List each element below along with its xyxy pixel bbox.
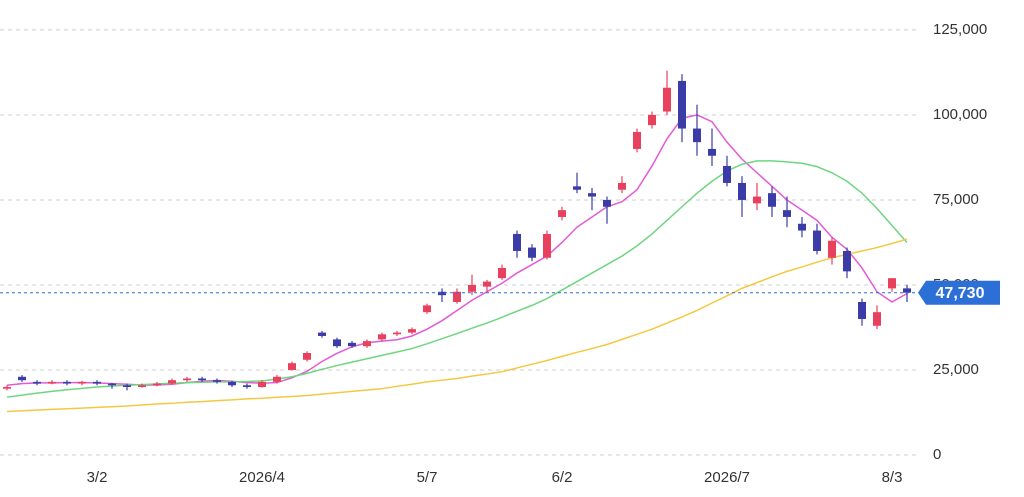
candle-body [543, 233, 551, 258]
candle-body [18, 376, 26, 381]
x-tick-label: 5/7 [417, 469, 438, 486]
candle-body [243, 385, 251, 387]
candle-body [798, 223, 806, 231]
candle-body [573, 186, 581, 190]
candle-body [273, 376, 281, 382]
candle-body [378, 334, 386, 340]
x-tick-label: 3/2 [87, 469, 108, 486]
candle-body [618, 182, 626, 190]
last-price-tag [918, 280, 1000, 305]
candle-body [303, 352, 311, 360]
candle-body [888, 278, 896, 289]
candle-body [858, 301, 866, 319]
y-tick-label: 125,000 [933, 21, 987, 38]
candle-body [408, 329, 416, 333]
candle-body [708, 148, 716, 156]
candle-body [228, 381, 236, 386]
candle-body [318, 332, 326, 336]
candle-body [213, 380, 221, 382]
candle-body [198, 378, 206, 381]
candle-body [768, 193, 776, 207]
candle-body [168, 380, 176, 384]
candle-body [588, 193, 596, 197]
candle-body [363, 341, 371, 347]
candle-body [153, 383, 161, 386]
moving-average-line [6, 114, 908, 387]
last-price-label: 47,730 [936, 285, 985, 302]
candle-body [663, 87, 671, 112]
x-tick-label: 2026/4 [239, 469, 285, 486]
candle-body [828, 240, 836, 258]
x-tick-label: 2026/7 [704, 469, 750, 486]
y-tick-label: 75,000 [933, 191, 979, 208]
candle-body [3, 386, 11, 389]
candle-body [258, 381, 266, 387]
candle-body [453, 291, 461, 302]
candle-body [288, 363, 296, 370]
candle-body [723, 165, 731, 183]
candle-body [678, 80, 686, 129]
candle-body [468, 284, 476, 292]
candle-body [693, 128, 701, 143]
candle-body [33, 381, 41, 384]
candle-body [393, 332, 401, 335]
candle-body [498, 267, 506, 279]
candle-body [528, 247, 536, 258]
candle-body [63, 381, 71, 384]
candle-body [633, 131, 641, 149]
candle-body [873, 312, 881, 326]
candle-body [93, 381, 101, 384]
candle-body [753, 196, 761, 204]
x-tick-label: 8/3 [882, 469, 903, 486]
candle-body [48, 381, 56, 384]
y-tick-label: 100,000 [933, 106, 987, 123]
candle-body [483, 281, 491, 287]
y-tick-label: 0 [933, 446, 941, 463]
moving-average-line [6, 238, 908, 413]
candle-body [843, 250, 851, 272]
candle-body [333, 339, 341, 347]
x-tick-label: 6/2 [552, 469, 573, 486]
candle-body [423, 305, 431, 313]
candle-body [138, 385, 146, 387]
candle-body [783, 210, 791, 217]
candle-body [648, 114, 656, 126]
y-tick-label: 25,000 [933, 361, 979, 378]
candle-body [123, 385, 131, 387]
candle-body [903, 288, 911, 293]
candle-body [78, 381, 86, 384]
candle-body [603, 199, 611, 207]
candle-body [558, 210, 566, 217]
candle-body [513, 233, 521, 251]
candle-body [183, 378, 191, 381]
candle-body [348, 342, 356, 347]
candle-body [108, 383, 116, 386]
candle-body [813, 230, 821, 251]
candle-body [438, 291, 446, 296]
candle-body [738, 182, 746, 200]
